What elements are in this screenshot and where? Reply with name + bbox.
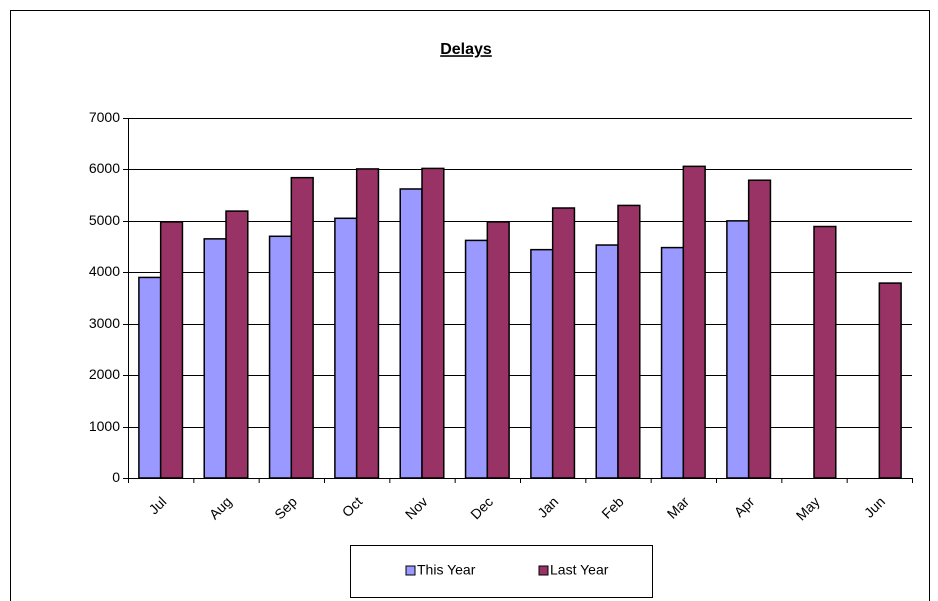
legend-label: This Year [417, 562, 476, 578]
bar [399, 188, 423, 479]
legend-swatch [405, 565, 416, 576]
bar [682, 165, 706, 479]
bar [334, 217, 358, 479]
chart-title: Delays [440, 41, 492, 58]
bar [138, 276, 162, 479]
bar [595, 244, 619, 479]
y-tick-label: 3000 [89, 315, 120, 331]
bar [747, 179, 772, 479]
y-tick-label: 1000 [89, 418, 120, 434]
bar [203, 238, 227, 479]
legend-label: Last Year [550, 562, 609, 578]
legend-swatch [538, 565, 549, 576]
bar [813, 225, 837, 479]
bar [290, 176, 314, 479]
y-tick-label: 0 [112, 469, 120, 485]
bar [551, 207, 576, 479]
y-tick-label: 5000 [89, 212, 120, 228]
bar [486, 221, 510, 479]
legend [350, 545, 653, 598]
bar [726, 220, 750, 479]
bar [421, 167, 445, 479]
y-tick-label: 6000 [89, 160, 120, 176]
bar [464, 239, 489, 479]
y-tick-label: 7000 [89, 109, 120, 125]
bar [268, 235, 293, 479]
bar [660, 246, 685, 479]
bar [878, 282, 902, 479]
y-tick-label: 2000 [89, 366, 120, 382]
bar [225, 210, 249, 479]
bar [355, 168, 380, 479]
bar [617, 204, 641, 479]
bar [530, 248, 554, 479]
bar [159, 221, 184, 479]
y-tick-label: 4000 [89, 263, 120, 279]
